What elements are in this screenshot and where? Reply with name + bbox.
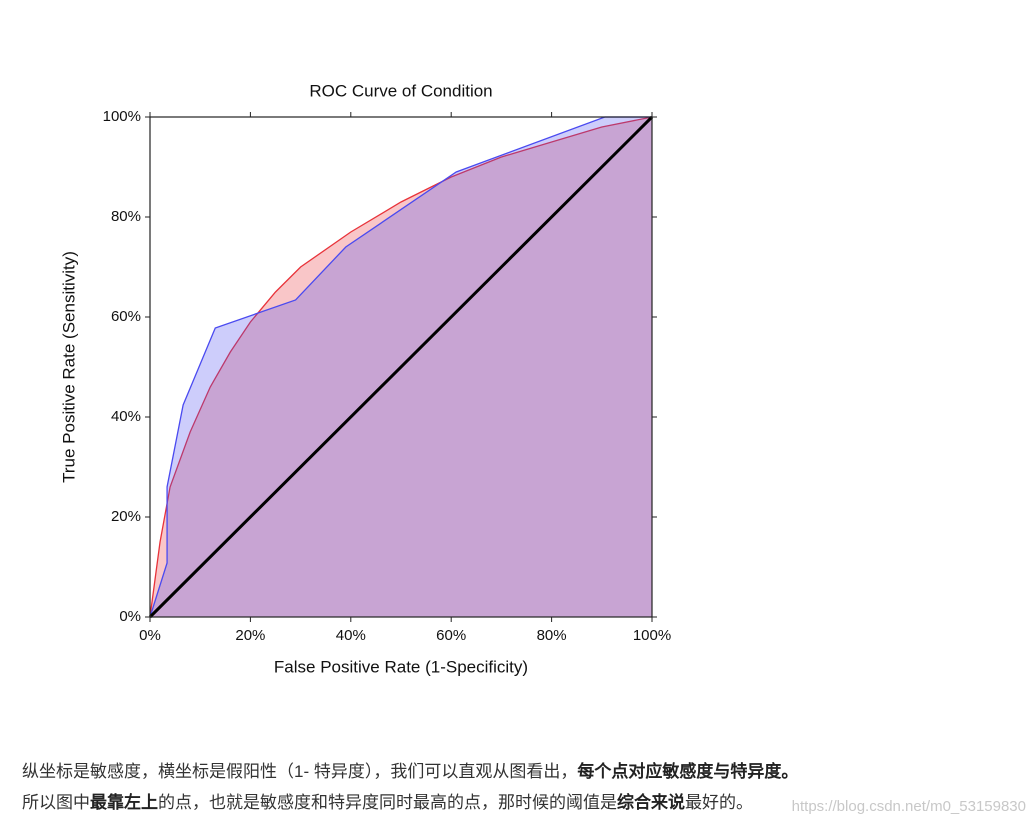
roc-line <box>149 116 653 618</box>
text: 所以图中 <box>22 793 90 812</box>
reference-line <box>148 115 654 619</box>
chart: ROC Curve of Condition False Positive Ra… <box>59 81 671 676</box>
text: 的点，也就是敏感度和特异度同时最高的点，那时候的阈值是 <box>158 793 617 812</box>
bold-text: 最靠左上 <box>90 793 158 812</box>
roc-line <box>149 116 652 618</box>
y-tick-label: 40% <box>111 408 141 425</box>
text-line: 所以图中最靠左上的点，也就是敏感度和特异度同时最高的点，那时候的阈值是综合来说最… <box>22 787 1022 818</box>
watermark: https://blog.csdn.net/m0_53159830 <box>791 798 1026 815</box>
x-tick-label: 80% <box>537 627 567 644</box>
x-tick-label: 0% <box>139 627 161 644</box>
text: 纵坐标是敏感度，横坐标是假阳性（1- 特异度），我们可以直观从图看出， <box>22 762 578 781</box>
chart-title: ROC Curve of Condition <box>309 81 492 100</box>
bold-text: 综合来说 <box>617 793 685 812</box>
x-tick-label: 100% <box>633 627 671 644</box>
text: 最好的。 <box>685 793 753 812</box>
y-tick-label: 0% <box>119 608 141 625</box>
y-tick-label: 60% <box>111 308 141 325</box>
y-tick-label: 100% <box>103 108 141 125</box>
y-tick-label: 20% <box>111 508 141 525</box>
plot-frame <box>149 116 653 618</box>
y-tick-label: 80% <box>111 208 141 225</box>
paragraph: 纵坐标是敏感度，横坐标是假阳性（1- 特异度），我们可以直观从图看出，每个点对应… <box>22 756 1022 818</box>
x-axis-label: False Positive Rate (1-Specificity) <box>274 657 528 676</box>
x-tick-label: 20% <box>235 627 265 644</box>
x-tick-label: 40% <box>336 627 366 644</box>
bold-text: 每个点对应敏感度与特异度。 <box>577 762 799 781</box>
y-axis-label: True Positive Rate (Sensitivity) <box>59 251 78 483</box>
x-tick-label: 60% <box>436 627 466 644</box>
text-line: 纵坐标是敏感度，横坐标是假阳性（1- 特异度），我们可以直观从图看出，每个点对应… <box>22 756 1022 787</box>
